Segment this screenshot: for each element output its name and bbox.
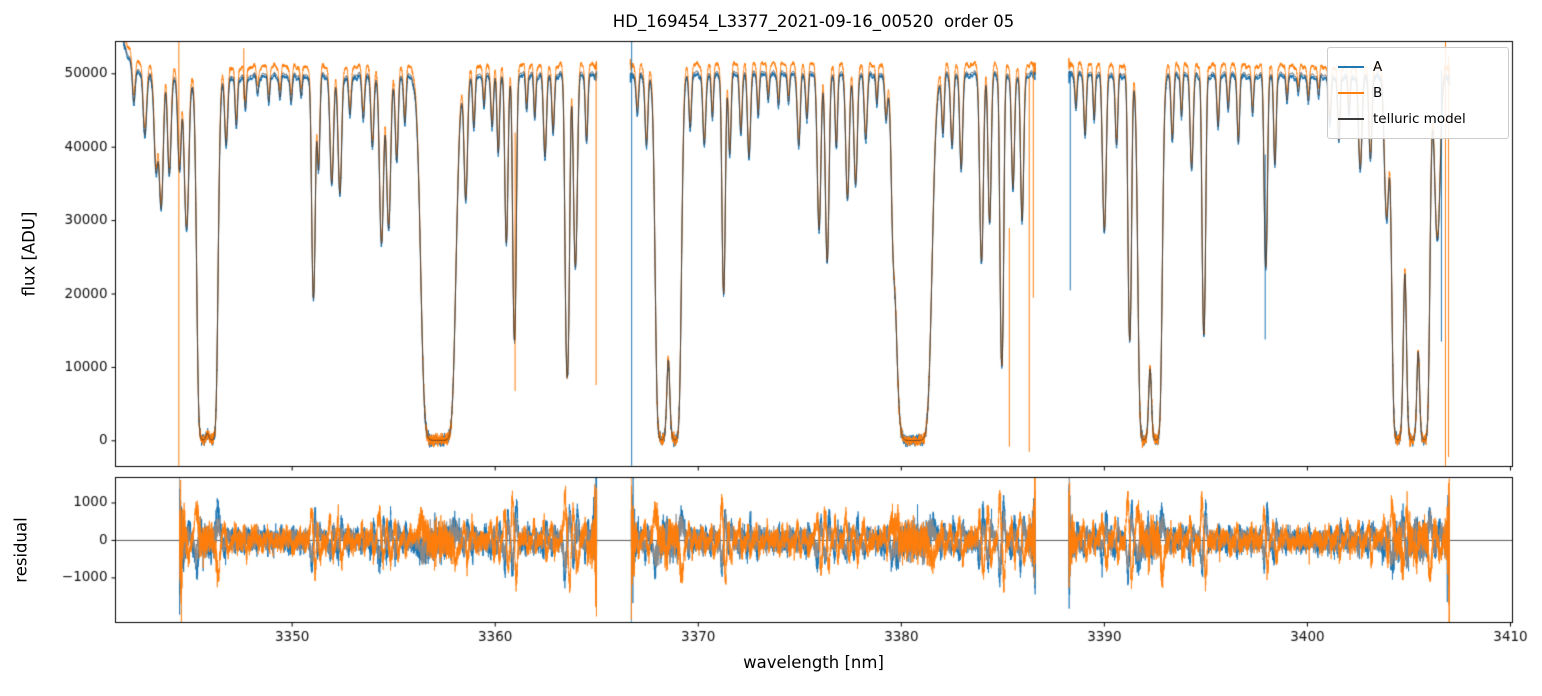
legend-line-a-swatch: [1338, 66, 1364, 68]
legend-item-telluric-model: telluric model: [1338, 106, 1496, 132]
wavelength-axis-label: wavelength [nm]: [743, 653, 884, 672]
legend-item-b: B: [1338, 80, 1496, 106]
legend-label-telluric-model: telluric model: [1373, 111, 1466, 127]
legend-label-a: A: [1373, 59, 1383, 75]
residual-axis-label: residual: [11, 517, 31, 583]
legend-line-b-swatch: [1338, 92, 1364, 94]
plot-title: HD_169454_L3377_2021-09-16_00520 order 0…: [612, 12, 1015, 31]
flux-axis-label: flux [ADU]: [19, 211, 39, 297]
legend-line-telluric-swatch: [1338, 118, 1364, 120]
legend: A B telluric model: [1327, 47, 1509, 139]
legend-item-a: A: [1338, 54, 1496, 80]
legend-label-b: B: [1373, 85, 1383, 101]
